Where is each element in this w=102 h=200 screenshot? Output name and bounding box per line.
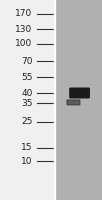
Text: 130: 130 [15, 24, 33, 33]
Bar [54, 0, 55, 200]
Text: 170: 170 [15, 9, 33, 19]
Text: 40: 40 [21, 88, 33, 98]
Text: 70: 70 [21, 56, 33, 66]
FancyBboxPatch shape [70, 88, 89, 98]
Bar [0, 0, 54, 200]
Text: 55: 55 [21, 72, 33, 82]
Text: 10: 10 [21, 156, 33, 166]
Text: 100: 100 [15, 40, 33, 48]
Text: 35: 35 [21, 98, 33, 108]
Text: 25: 25 [21, 117, 33, 127]
FancyBboxPatch shape [67, 100, 80, 105]
Text: 15: 15 [21, 144, 33, 152]
